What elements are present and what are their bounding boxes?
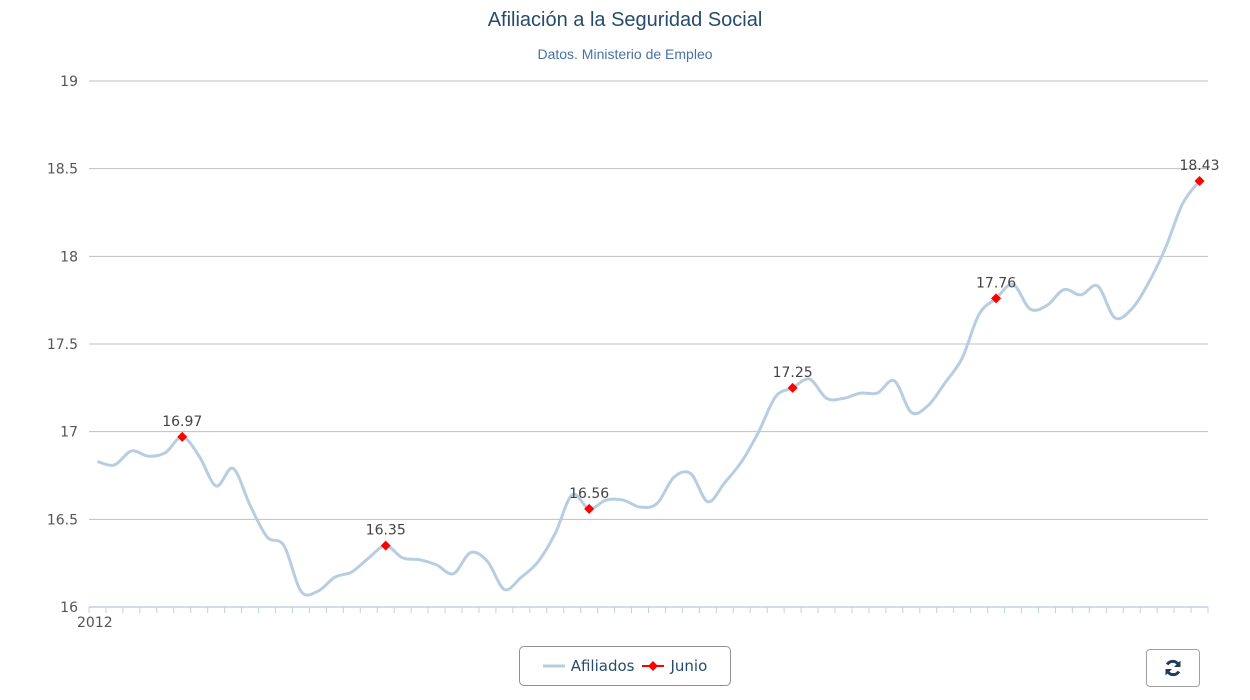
chart-subtitle: Datos. Ministerio de Empleo	[537, 46, 713, 62]
data-label: 16.56	[569, 486, 609, 502]
y-tick-label: 18.5	[47, 162, 78, 178]
diamond-marker-icon	[642, 661, 665, 671]
legend: Afiliados Junio	[519, 646, 731, 686]
data-label: 18.43	[1179, 158, 1219, 174]
legend-label: Afiliados	[570, 657, 635, 675]
legend-item-afiliados[interactable]: Afiliados	[542, 657, 635, 675]
refresh-button[interactable]	[1146, 649, 1200, 687]
y-tick-label: 17	[60, 425, 78, 441]
data-label: 16.35	[366, 523, 406, 539]
line-swatch-icon	[542, 664, 565, 668]
refresh-icon	[1165, 659, 1181, 677]
data-label: 17.25	[773, 365, 813, 381]
y-tick-label: 17.5	[47, 337, 78, 353]
y-tick-label: 16.5	[47, 512, 78, 528]
y-tick-label: 18	[60, 249, 78, 265]
data-point-junio	[177, 431, 188, 442]
data-point-junio	[991, 293, 1002, 304]
data-label: 16.97	[162, 414, 202, 430]
data-point-junio	[1194, 175, 1205, 186]
data-point-junio	[584, 503, 595, 514]
legend-item-junio[interactable]: Junio	[642, 657, 707, 675]
data-point-junio	[380, 540, 391, 551]
data-point-junio	[787, 382, 798, 393]
data-label: 17.76	[976, 275, 1016, 291]
chart-title: Afiliación a la Seguridad Social	[487, 9, 763, 31]
series-line-afiliados	[97, 180, 1201, 597]
y-tick-label: 16	[60, 600, 78, 616]
y-tick-label: 19	[60, 74, 78, 90]
legend-label: Junio	[670, 657, 708, 675]
x-tick-label: 2012	[77, 615, 113, 631]
